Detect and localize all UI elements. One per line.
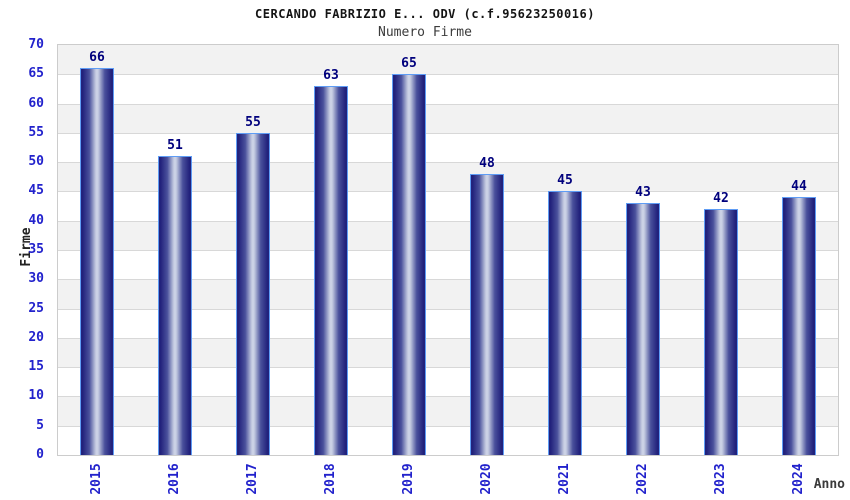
grid-line [58,74,838,76]
bar-2019 [392,74,426,455]
bar-value-2019: 65 [401,56,417,72]
bar-value-2023: 42 [713,191,729,206]
x-axis-title: Anno [813,477,845,492]
grid-line [58,250,838,251]
y-tick-30: 30 [28,271,44,287]
grid-line [58,103,838,105]
bar-value-2020: 48 [479,155,495,171]
y-tick-10: 10 [28,388,44,404]
grid-line [58,308,838,310]
y-tick-40: 40 [28,212,44,228]
grid-line [58,337,838,339]
chart-subtitle: Numero Firme [378,25,472,40]
plot-band [58,103,838,133]
chart-title: CERCANDO FABRIZIO E... ODV (c.f.95623250… [255,7,595,21]
x-tick-2015: 2015 [89,463,104,495]
bar-2023 [704,209,738,455]
bar-2018 [314,86,348,455]
grid-line [58,220,838,222]
y-tick-35: 35 [28,242,44,257]
x-tick-2018: 2018 [323,463,338,495]
grid-line [58,396,838,398]
plot-band [58,45,838,75]
y-axis-ticks: 0 5 10 15 20 25 30 35 40 45 50 55 60 65 70 [0,37,52,462]
bar-2020 [470,173,504,455]
grid-line [58,367,838,369]
bar-value-2024: 44 [791,179,807,195]
bar-2017 [236,132,270,455]
bar-value-2015: 66 [89,50,105,66]
y-tick-25: 25 [28,300,44,316]
y-tick-5: 5 [36,417,44,433]
y-tick-50: 50 [28,154,44,170]
y-tick-0: 0 [36,447,44,462]
grid-line [58,162,838,164]
bar-value-2018: 63 [323,68,339,83]
bar-2021 [548,191,582,455]
bar-2024 [782,197,816,455]
bar-value-2017: 55 [245,114,261,130]
x-tick-2024: 2024 [791,463,806,495]
y-tick-55: 55 [28,124,44,140]
bar-2022 [626,203,660,455]
grid-line [58,191,838,193]
y-tick-15: 15 [28,359,44,375]
x-tick-2019: 2019 [401,463,416,495]
plot-area: 66 51 55 63 65 48 45 43 42 44 [57,44,839,456]
x-axis-ticks: 2015 2016 2017 2018 2019 2020 2021 2022 2023 2024 [58,456,838,500]
bar-2015 [80,68,114,455]
y-tick-20: 20 [28,329,44,345]
bar-value-2022: 43 [635,185,651,201]
grid-line [58,425,838,427]
x-tick-2017: 2017 [245,463,260,495]
y-tick-60: 60 [28,95,44,111]
grid-line [58,279,838,281]
y-tick-65: 65 [28,66,44,82]
y-tick-70: 70 [28,37,44,52]
x-tick-2016: 2016 [167,463,182,495]
x-tick-2021: 2021 [557,463,572,495]
bar-value-2016: 51 [167,138,183,154]
x-tick-2023: 2023 [713,463,728,495]
bar-2016 [158,156,192,455]
y-tick-45: 45 [28,183,44,199]
bar-value-2021: 45 [557,173,573,189]
x-tick-2022: 2022 [635,463,650,495]
plot-band [58,74,838,104]
grid-line [58,132,838,134]
x-tick-2020: 2020 [479,463,494,495]
